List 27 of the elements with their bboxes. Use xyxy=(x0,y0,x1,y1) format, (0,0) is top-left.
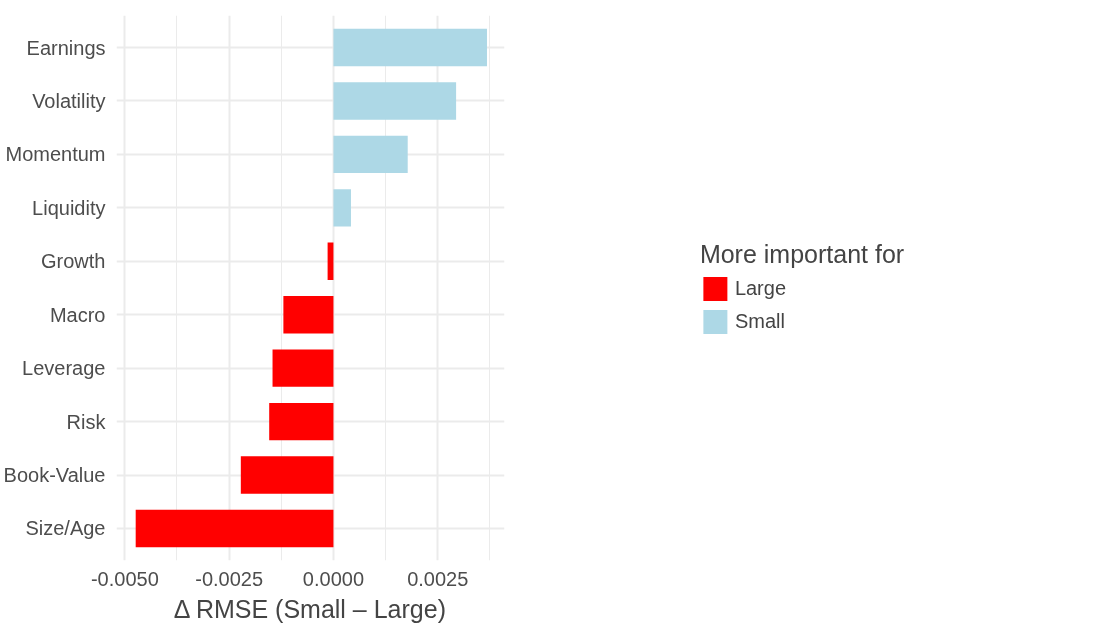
x-tick-label: 0.0025 xyxy=(407,567,469,590)
y-tick-label: Risk xyxy=(66,410,107,433)
x-tick-label: -0.0050 xyxy=(90,567,159,590)
legend-label: Small xyxy=(734,309,785,333)
y-tick-label: Leverage xyxy=(22,357,106,380)
x-tick-label: 0.0000 xyxy=(302,567,365,590)
legend-label: Large xyxy=(734,276,787,300)
bar xyxy=(283,296,334,334)
y-tick-label: Earnings xyxy=(26,36,106,59)
y-tick-label: Size/Age xyxy=(25,517,106,540)
bar xyxy=(333,28,487,67)
legend-title: More important for xyxy=(699,239,905,268)
bar xyxy=(269,402,334,441)
y-tick-label: Book-Value xyxy=(3,464,106,487)
y-tick-label: Momentum xyxy=(5,143,106,166)
bar xyxy=(240,456,334,494)
y-tick-label: Macro xyxy=(49,303,106,326)
x-axis-title: Δ RMSE (Small – Large) xyxy=(173,594,446,623)
bar xyxy=(272,349,334,387)
bar xyxy=(333,189,351,227)
y-tick-label: Volatility xyxy=(32,89,106,112)
bar xyxy=(333,82,457,120)
bar xyxy=(135,509,334,548)
bar xyxy=(333,135,408,174)
x-tick-label: -0.0025 xyxy=(195,567,264,590)
y-tick-label: Growth xyxy=(41,250,106,273)
y-tick-label: Liquidity xyxy=(32,196,106,219)
